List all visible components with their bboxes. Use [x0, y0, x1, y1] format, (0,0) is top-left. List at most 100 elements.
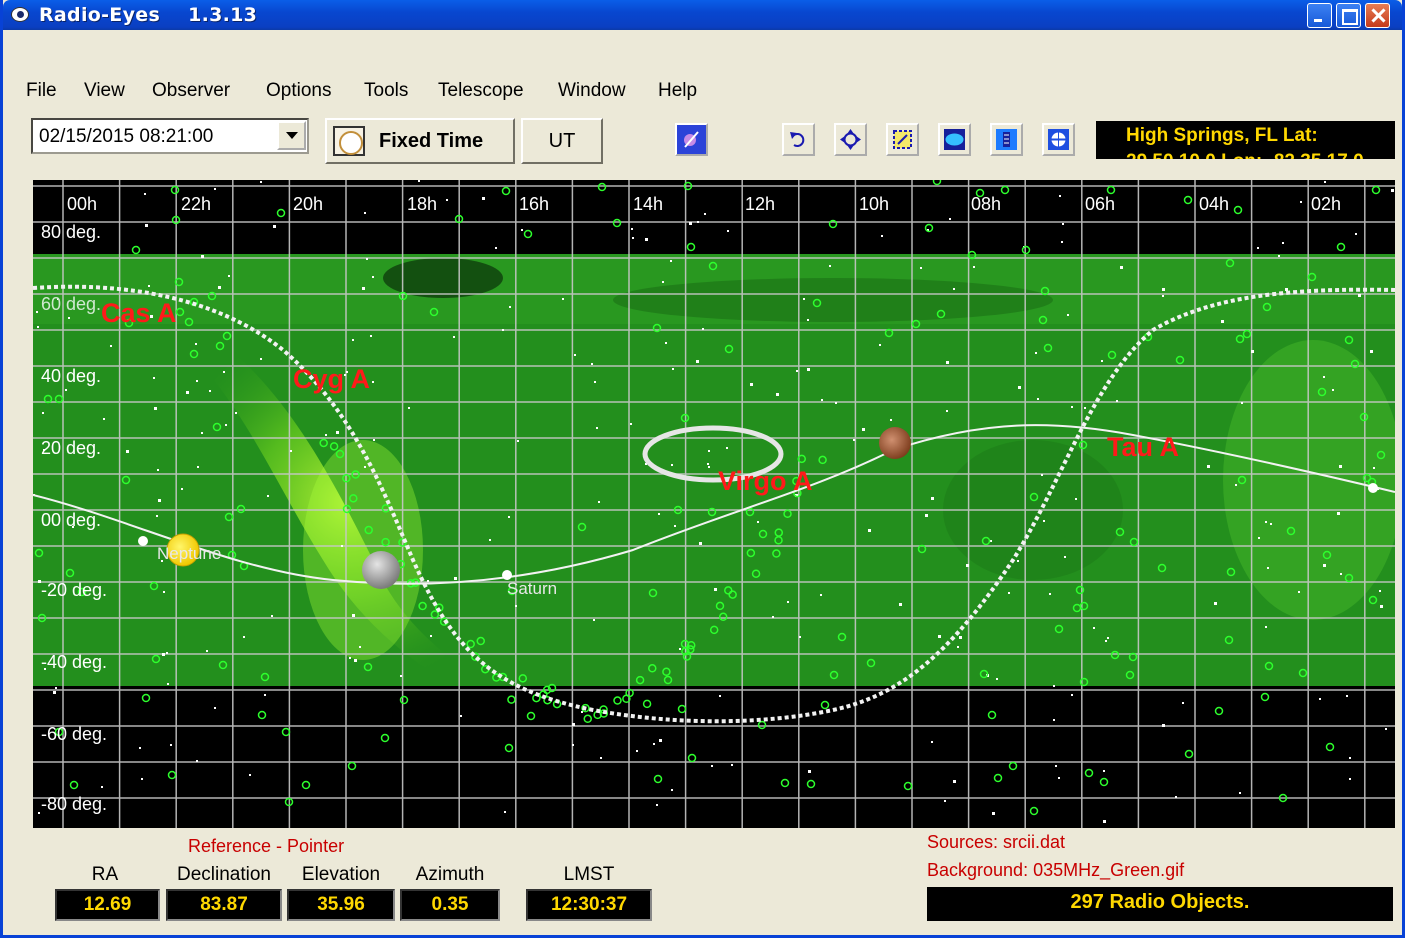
- star-dot: [1300, 201, 1302, 203]
- menu-options[interactable]: Options: [266, 80, 332, 101]
- sky-map[interactable]: 00h 22h 20h 18h 16h 14h 12h 10h 08h 06h …: [33, 180, 1395, 828]
- ut-label: UT: [548, 130, 576, 152]
- radio-source-ring: [523, 229, 533, 239]
- dec-label: 60 deg.: [41, 294, 102, 314]
- chevron-down-icon[interactable]: [277, 121, 306, 150]
- radio-source-ring: [1350, 359, 1360, 369]
- maximize-button[interactable]: [1336, 3, 1361, 28]
- radio-source-ring: [648, 664, 657, 673]
- star-dot: [201, 255, 204, 258]
- star-dot: [1120, 266, 1123, 269]
- source-label-cas-a[interactable]: Cas A: [101, 298, 177, 328]
- globe-icon[interactable]: [1042, 123, 1075, 156]
- telescope-icon[interactable]: [675, 123, 708, 156]
- radio-source-ring: [526, 711, 536, 721]
- radio-source-ring: [454, 214, 464, 224]
- eye-app-icon: [11, 7, 29, 22]
- star-dot: [807, 319, 809, 321]
- radio-source-ring: [1325, 742, 1335, 752]
- star-dot: [679, 648, 681, 650]
- radio-source-ring: [583, 714, 592, 724]
- radio-source-ring: [170, 185, 180, 195]
- star-dot: [1377, 488, 1379, 490]
- star-dot: [101, 786, 103, 788]
- star-dot: [996, 678, 998, 680]
- neptune-marker[interactable]: [138, 536, 148, 546]
- dec-label: -20 deg.: [41, 580, 108, 600]
- menu-telescope[interactable]: Telescope: [438, 80, 524, 101]
- star-dot: [264, 694, 266, 696]
- title-bar[interactable]: Radio-Eyes 1.3.13: [3, 0, 1402, 30]
- moon-icon[interactable]: [362, 551, 400, 589]
- radio-source-ring: [682, 652, 692, 661]
- radio-source-ring: [597, 182, 607, 192]
- radio-source-ring: [1233, 205, 1243, 215]
- sky-map-canvas[interactable]: [33, 180, 1395, 828]
- radio-source-ring: [1286, 526, 1296, 536]
- star-dot: [899, 603, 902, 606]
- datetime-field[interactable]: 02/15/2015 08:21:00: [31, 118, 309, 154]
- menu-file[interactable]: File: [26, 80, 57, 101]
- sun-icon[interactable]: [166, 533, 200, 567]
- radio-source-ring: [924, 223, 934, 233]
- move-icon[interactable]: [834, 123, 867, 156]
- menu-observer[interactable]: Observer: [152, 80, 231, 101]
- zoom-icon[interactable]: [886, 123, 919, 156]
- radio-source-ring: [364, 525, 373, 535]
- star-dot: [228, 275, 230, 277]
- jupiter-icon[interactable]: [879, 427, 911, 459]
- star-dot: [1037, 398, 1039, 400]
- declination-field-label: Declination: [177, 864, 271, 885]
- virgo-a-target-ellipse[interactable]: [642, 425, 784, 483]
- source-label-virgo-a[interactable]: Virgo A: [718, 466, 813, 496]
- radio-source-ring: [222, 331, 232, 341]
- radio-source-ring: [236, 504, 246, 514]
- star-dot: [799, 636, 801, 638]
- radio-source-ring: [430, 610, 440, 619]
- close-button[interactable]: [1365, 3, 1390, 28]
- ra-label: 00h: [67, 194, 98, 214]
- fixed-time-button[interactable]: Fixed Time: [325, 118, 515, 164]
- radio-source-ring: [1344, 335, 1354, 345]
- star-dot: [267, 495, 269, 497]
- star-dot: [158, 499, 161, 502]
- radio-source-ring: [171, 215, 181, 225]
- uranus-marker[interactable]: [1368, 483, 1378, 493]
- radio-source-ring: [613, 696, 622, 705]
- star-dot: [1373, 467, 1375, 469]
- star-dot: [1214, 602, 1217, 605]
- radio-source-ring: [683, 181, 693, 191]
- source-label-cyg-a[interactable]: Cyg A: [293, 364, 371, 394]
- star-dot: [349, 657, 351, 659]
- star-dot: [1207, 465, 1210, 468]
- planet-label-saturn: Saturn: [507, 579, 558, 598]
- source-label-tau-a[interactable]: Tau A: [1107, 432, 1179, 462]
- radio-source-ring: [418, 601, 427, 611]
- star-dot: [515, 605, 517, 607]
- menu-window[interactable]: Window: [558, 80, 626, 101]
- radio-source-ring: [829, 670, 839, 680]
- radio-source-ring: [1371, 185, 1381, 195]
- menu-view[interactable]: View: [84, 80, 125, 101]
- menu-help[interactable]: Help: [658, 80, 698, 101]
- star-dot: [803, 298, 805, 300]
- menu-tools[interactable]: Tools: [364, 80, 409, 101]
- list-icon[interactable]: [990, 123, 1023, 156]
- radio-source-ring: [504, 743, 514, 753]
- sky-view-icon[interactable]: [938, 123, 971, 156]
- minimize-button[interactable]: [1307, 3, 1332, 28]
- radio-source-ring: [673, 505, 683, 515]
- star-dot: [201, 432, 203, 434]
- star-dot: [1116, 400, 1118, 402]
- radio-source-ring: [1278, 793, 1288, 803]
- ut-button[interactable]: UT: [521, 118, 603, 164]
- star-dot: [1235, 484, 1237, 486]
- star-dot: [509, 306, 511, 308]
- azimuth-field-label: Azimuth: [415, 864, 485, 885]
- undo-icon[interactable]: [782, 123, 815, 156]
- star-dot: [931, 741, 933, 743]
- star-dot: [696, 360, 699, 363]
- radio-background: [33, 254, 1395, 686]
- saturn-marker[interactable]: [502, 570, 512, 580]
- star-dot: [352, 339, 354, 341]
